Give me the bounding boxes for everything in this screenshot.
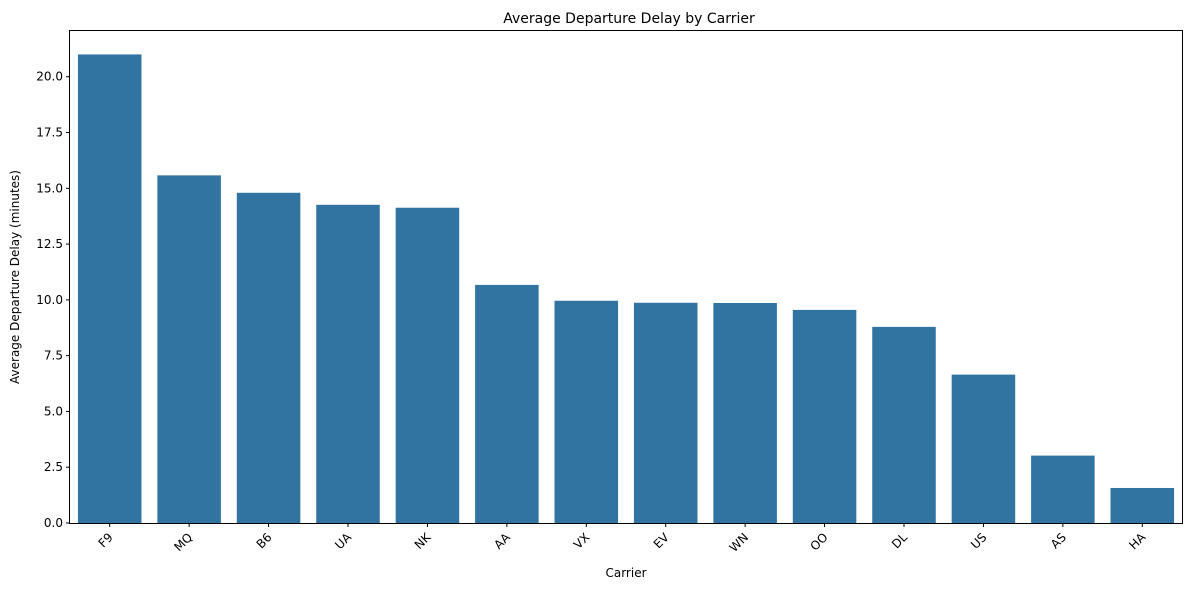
bar-ev xyxy=(633,302,698,523)
y-tick-label: 20.0 xyxy=(36,70,63,84)
chart-title: Average Departure Delay by Carrier xyxy=(503,11,755,27)
y-tick-label: 15.0 xyxy=(36,181,63,195)
x-tick-label: OO xyxy=(807,530,830,553)
bar-dl xyxy=(872,326,936,523)
x-tick-label: MQ xyxy=(171,530,195,554)
x-axis: F9 MQ B6 UA NK AA VX EV WN OO DL US AS HA xyxy=(96,523,1149,555)
bar-wn xyxy=(713,302,777,523)
bars-group xyxy=(77,54,1175,524)
bar-vx xyxy=(554,300,619,523)
plot-frame xyxy=(69,30,1183,524)
bar-as xyxy=(1031,455,1095,523)
x-tick-label: AA xyxy=(491,530,513,552)
bar-ua xyxy=(316,204,380,523)
x-tick-label: HA xyxy=(1126,530,1149,553)
x-tick-label: AS xyxy=(1048,530,1069,551)
x-tick-label: VX xyxy=(571,530,593,552)
bar-oo xyxy=(792,309,857,523)
x-tick-label: B6 xyxy=(254,530,275,551)
y-axis-label: Average Departure Delay (minutes) xyxy=(8,170,22,384)
y-tick-label: 5.0 xyxy=(44,404,63,418)
x-axis-label: Carrier xyxy=(605,566,646,580)
bar-f9 xyxy=(77,54,142,524)
y-tick-label: 10.0 xyxy=(36,293,63,307)
y-tick-label: 12.5 xyxy=(36,237,63,251)
bar-b6 xyxy=(236,192,301,523)
bar-nk xyxy=(395,207,460,523)
x-tick-label: DL xyxy=(889,530,910,551)
x-tick-label: US xyxy=(968,530,990,552)
y-tick-label: 7.5 xyxy=(44,349,63,363)
bar-aa xyxy=(475,284,539,523)
x-tick-label: WN xyxy=(727,530,752,555)
x-tick-label: UA xyxy=(332,530,354,552)
x-tick-label: NK xyxy=(412,529,435,552)
y-axis: 0.0 2.5 5.0 7.5 10.0 12.5 15.0 17.5 20.0 xyxy=(36,70,70,530)
x-tick-label: F9 xyxy=(96,530,116,550)
x-tick-label: EV xyxy=(651,530,673,552)
bar-ha xyxy=(1110,487,1175,523)
y-tick-label: 0.0 xyxy=(44,516,63,530)
y-tick-label: 17.5 xyxy=(36,126,63,140)
bar-us xyxy=(951,374,1016,523)
y-tick-label: 2.5 xyxy=(44,460,63,474)
bar-mq xyxy=(157,175,221,524)
